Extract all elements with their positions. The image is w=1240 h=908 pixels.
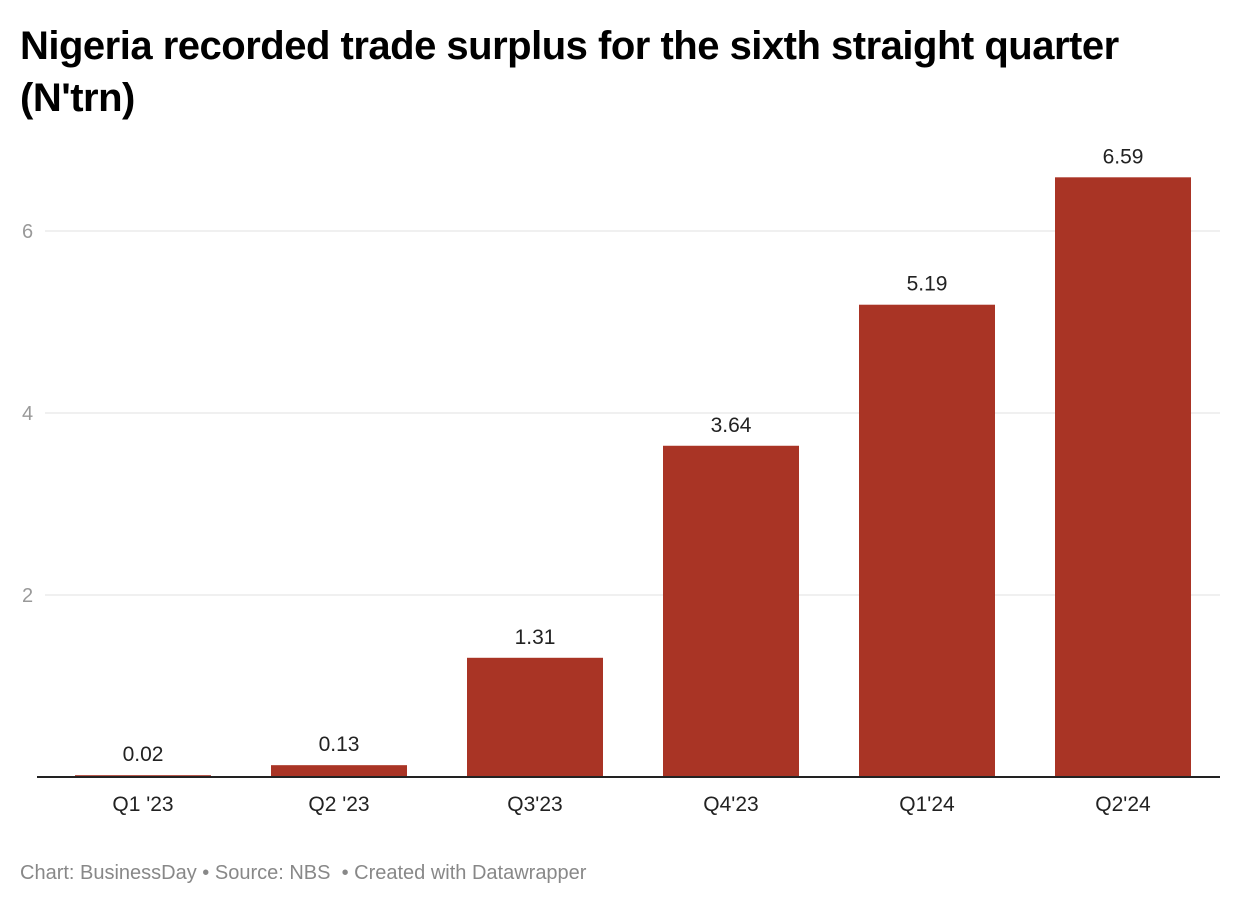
bar-chart: 2 4 6 0.02 Q1 '23 0.13 Q2 '23 1.31 Q3'23 3.64 Q4'2… [22,145,1220,816]
x-tick-label: Q3'23 [507,793,562,816]
data-label: 3.64 [711,414,752,437]
data-label: 5.19 [907,273,948,296]
bar [271,765,407,777]
y-tick-label: 2 [22,585,33,607]
x-tick-label: Q2 '23 [308,793,369,816]
x-tick-label: Q1 '23 [112,793,173,816]
bar [663,445,799,777]
y-tick-label: 6 [22,221,33,243]
data-label: 1.31 [515,626,556,649]
x-tick-label: Q1'24 [899,793,955,816]
data-label: 6.59 [1103,145,1144,168]
x-tick-label: Q2'24 [1095,793,1151,816]
chart-title: Nigeria recorded trade surplus for the s… [20,24,1119,120]
bar [467,657,603,777]
chart-footer: Chart: BusinessDay • Source: NBS • Creat… [20,862,587,884]
data-label: 0.02 [123,743,164,766]
data-label: 0.13 [319,733,360,756]
x-tick-label: Q4'23 [703,793,758,816]
y-tick-label: 4 [22,403,33,425]
bar [859,304,995,777]
bar [1055,177,1191,777]
